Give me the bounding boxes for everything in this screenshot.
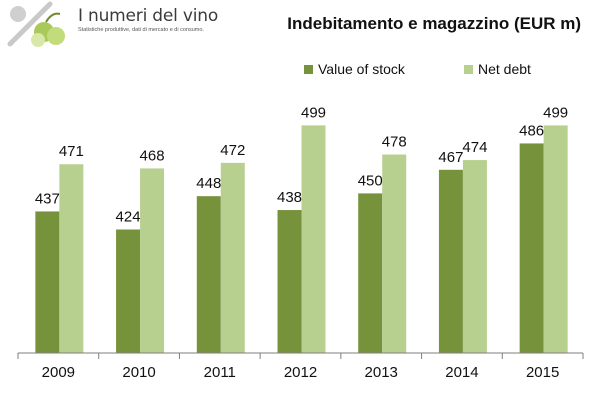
legend-label-net-debt: Net debt (478, 61, 531, 77)
bar-net-debt-2012 (301, 125, 326, 353)
data-label-net-debt-2014: 474 (462, 139, 487, 156)
bar-net-debt-2013 (382, 154, 407, 353)
bar-net-debt-2011 (220, 162, 245, 353)
logo: I numeri del vino Statistiche produttive… (0, 0, 218, 50)
x-tick-label-2013: 2013 (365, 364, 398, 381)
data-label-net-debt-2015: 499 (543, 104, 568, 121)
bar-net-debt-2015 (543, 125, 568, 353)
x-tick-label-2009: 2009 (42, 364, 75, 381)
bar-net-debt-2009 (59, 164, 84, 353)
data-label-net-debt-2013: 478 (382, 134, 407, 151)
data-label-net-debt-2009: 471 (59, 143, 84, 160)
legend-swatch-net-debt (464, 65, 473, 74)
data-label-value-of-stock-2012: 438 (277, 189, 302, 206)
bar-net-debt-2014 (462, 160, 487, 353)
bar-value-of-stock-2012 (277, 210, 302, 353)
bar-value-of-stock-2009 (35, 211, 60, 353)
data-label-net-debt-2011: 472 (220, 142, 245, 159)
chart-title: Indebitamento e magazzino (EUR m) (287, 14, 581, 33)
bar-value-of-stock-2013 (358, 193, 383, 353)
data-label-value-of-stock-2009: 437 (35, 190, 60, 207)
bar-value-of-stock-2015 (519, 143, 544, 353)
bar-value-of-stock-2014 (438, 169, 463, 353)
bar-net-debt-2010 (140, 168, 165, 353)
data-label-value-of-stock-2014: 467 (438, 149, 463, 166)
x-tick-label-2012: 2012 (284, 364, 317, 381)
percent-grapes-icon (7, 1, 65, 47)
logo-subtitle: Statistiche produttive, dati di mercato … (78, 27, 204, 33)
legend-swatch-value-of-stock (304, 65, 313, 74)
bar-value-of-stock-2010 (116, 229, 141, 353)
x-tick-label-2011: 2011 (204, 364, 236, 381)
data-label-value-of-stock-2015: 486 (519, 122, 544, 139)
data-label-net-debt-2010: 468 (140, 147, 165, 164)
logo-title: I numeri del vino (78, 6, 219, 26)
data-label-value-of-stock-2010: 424 (116, 208, 141, 225)
data-label-value-of-stock-2011: 448 (196, 175, 221, 192)
bar-value-of-stock-2011 (196, 196, 221, 353)
x-tick-label-2014: 2014 (445, 364, 478, 381)
data-label-net-debt-2012: 499 (301, 104, 326, 121)
x-tick-label-2015: 2015 (526, 364, 559, 381)
x-tick-label-2010: 2010 (122, 364, 155, 381)
data-label-value-of-stock-2013: 450 (358, 172, 383, 189)
legend-label-value-of-stock: Value of stock (318, 61, 406, 77)
